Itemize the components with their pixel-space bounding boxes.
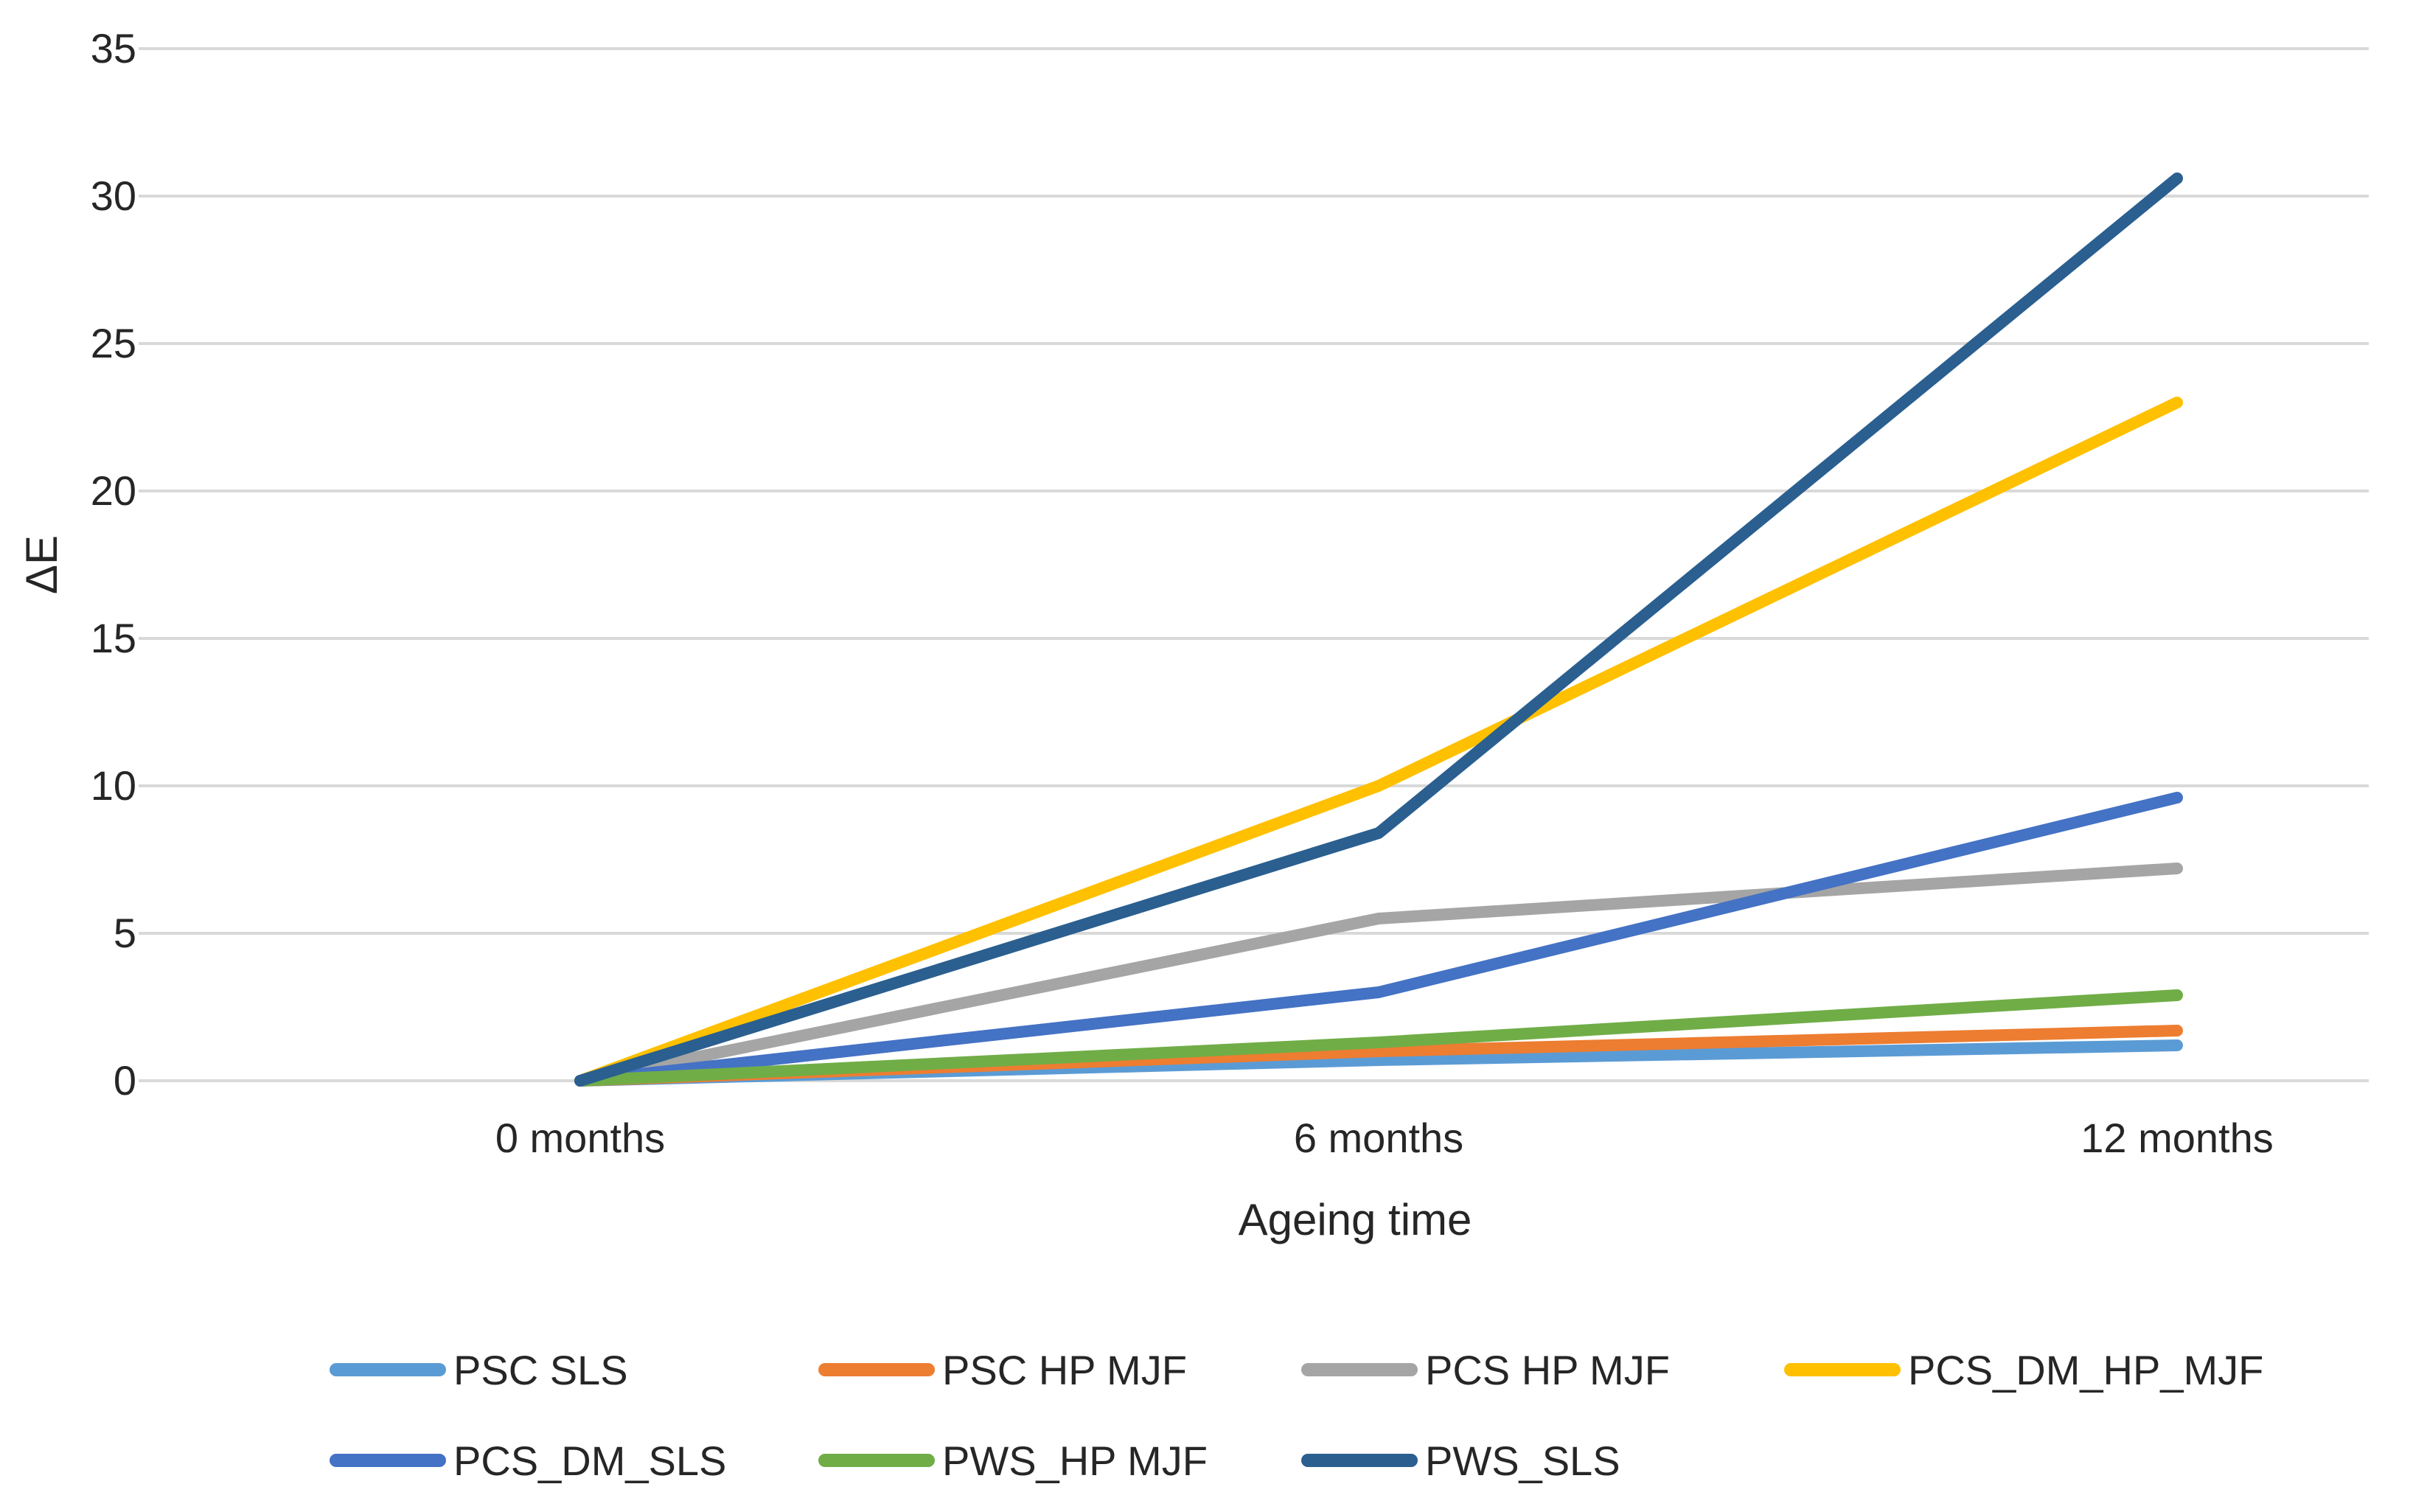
legend-item-PWS_SLS: PWS_SLS xyxy=(1301,1434,1620,1487)
legend-item-PCS-HP-MJF: PCS HP MJF xyxy=(1301,1343,1670,1396)
y-tick-label: 5 xyxy=(113,910,136,956)
legend-swatch-icon xyxy=(1301,1363,1418,1376)
y-axis-title: ΔE xyxy=(17,534,66,595)
series-line-PCS_DM_SLS xyxy=(574,792,2183,1087)
legend-item-PSC-SLS: PSC SLS xyxy=(330,1343,628,1396)
y-tick-label: 20 xyxy=(90,467,136,514)
legend-swatch-icon xyxy=(330,1363,446,1376)
legend-item-PCS_DM_SLS: PCS_DM_SLS xyxy=(330,1434,726,1487)
y-tick-label: 15 xyxy=(90,615,136,661)
legend-item-PCS_DM_HP_MJF: PCS_DM_HP_MJF xyxy=(1784,1343,2263,1396)
x-axis-title: Ageing time xyxy=(1238,1195,1472,1244)
series-line-PCS-HP-MJF xyxy=(574,863,2183,1087)
y-tick-label: 35 xyxy=(90,25,136,72)
legend-swatch-icon xyxy=(330,1454,446,1467)
legend-swatch-icon xyxy=(818,1363,935,1376)
legend-swatch-icon xyxy=(1784,1363,1901,1376)
series-line-PCS_DM_HP_MJF xyxy=(574,397,2183,1087)
y-tick-label: 0 xyxy=(113,1057,136,1104)
legend-label: PWS_HP MJF xyxy=(942,1437,1208,1484)
y-tick-label: 25 xyxy=(90,320,136,366)
legend-label: PSC SLS xyxy=(453,1346,628,1393)
legend-label: PSC HP MJF xyxy=(942,1346,1187,1393)
legend-swatch-icon xyxy=(818,1454,935,1467)
legend-item-PWS_HP-MJF: PWS_HP MJF xyxy=(818,1434,1208,1487)
legend-swatch-icon xyxy=(1301,1454,1418,1467)
x-tick-label: 0 months xyxy=(495,1115,666,1161)
x-tick-label: 6 months xyxy=(1293,1115,1464,1161)
series-line-PWS_SLS xyxy=(574,173,2183,1087)
legend-label: PWS_SLS xyxy=(1425,1437,1620,1484)
legend-label: PCS_DM_SLS xyxy=(453,1437,727,1484)
y-tick-label: 10 xyxy=(90,762,136,809)
x-tick-label: 12 months xyxy=(2081,1115,2274,1161)
legend-label: PCS_DM_HP_MJF xyxy=(1908,1346,2264,1393)
legend-item-PSC-HP-MJF: PSC HP MJF xyxy=(818,1343,1187,1396)
series-line-PWS_HP-MJF xyxy=(574,989,2183,1087)
y-tick-label: 30 xyxy=(90,173,136,219)
legend-label: PCS HP MJF xyxy=(1425,1346,1670,1393)
